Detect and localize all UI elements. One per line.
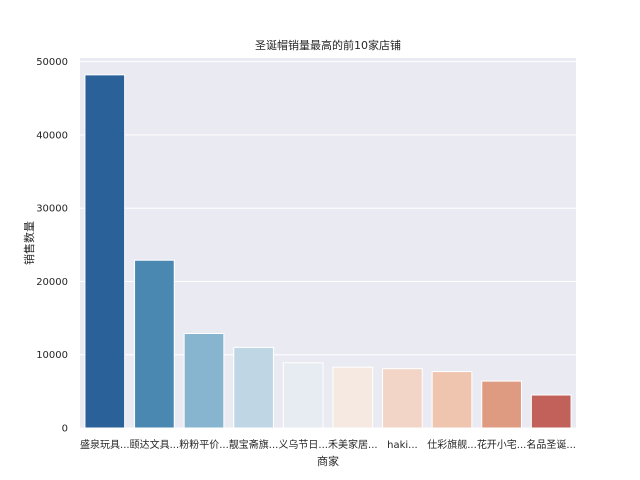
y-tick-label: 30000 bbox=[36, 204, 68, 215]
bar-4 bbox=[233, 346, 274, 429]
x-tick-label: 仕彩旗舰... bbox=[427, 438, 477, 451]
bar-7 bbox=[382, 368, 423, 429]
bar-8 bbox=[431, 371, 473, 429]
x-tick-label: 花开小宅... bbox=[477, 438, 527, 451]
bars-group bbox=[84, 74, 572, 429]
bar-6 bbox=[332, 366, 374, 429]
y-tick-label: 10000 bbox=[36, 350, 68, 361]
x-tick-label: 名品圣诞... bbox=[526, 438, 576, 451]
y-tick-label: 20000 bbox=[36, 277, 68, 288]
x-tick-labels: 盛泉玩具... 颐达文具... 粉粉平价... 靓宝斋旗... 义乌节日... 禾美家居.… bbox=[80, 438, 576, 451]
y-tick-label: 0 bbox=[62, 424, 68, 435]
bar-10 bbox=[530, 394, 572, 429]
x-tick-label: haki... bbox=[387, 440, 418, 451]
x-tick-label: 义乌节日... bbox=[278, 438, 328, 451]
y-tick-label: 50000 bbox=[36, 57, 68, 68]
chart-title: 圣诞帽销量最高的前10家店铺 bbox=[255, 38, 401, 52]
x-tick-label: 禾美家居... bbox=[328, 438, 378, 451]
x-tick-label: 盛泉玩具... bbox=[80, 438, 130, 451]
bar-5 bbox=[282, 362, 324, 429]
x-tick-label: 靓宝斋旗... bbox=[229, 438, 279, 451]
x-axis-title: 商家 bbox=[317, 454, 339, 468]
bar-3 bbox=[183, 332, 225, 429]
bar-2 bbox=[134, 259, 175, 429]
x-tick-label: 颐达文具... bbox=[130, 438, 180, 451]
bar-9 bbox=[481, 380, 522, 429]
bar-1 bbox=[84, 74, 126, 429]
x-tick-label: 粉粉平价... bbox=[179, 438, 229, 451]
y-tick-label: 40000 bbox=[36, 130, 68, 141]
y-axis-title: 销售数量 bbox=[22, 221, 36, 265]
y-tick-labels: 0 10000 20000 30000 40000 50000 bbox=[36, 57, 68, 434]
